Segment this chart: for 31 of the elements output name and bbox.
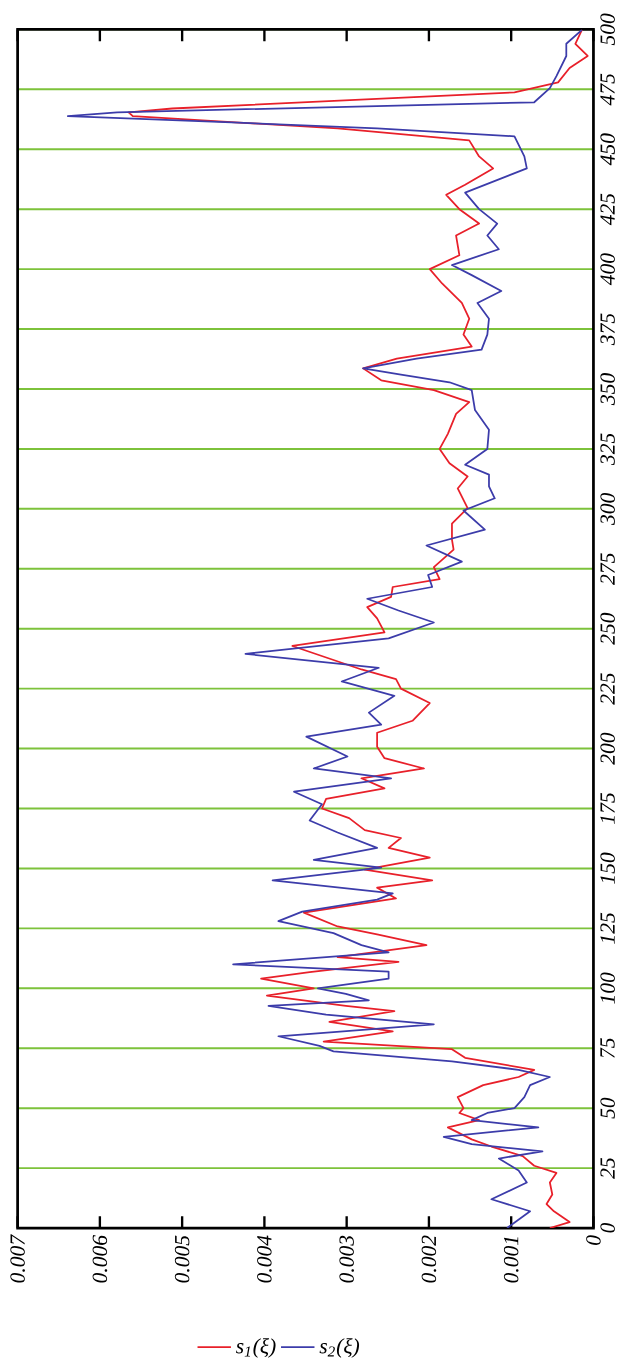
y-tick-label: 75	[600, 1038, 615, 1058]
y-tick-label: 325	[600, 433, 615, 466]
x-tick-label: 0.003	[339, 1235, 355, 1283]
legend-label: s$_{2}$(ξ)	[319, 1338, 360, 1358]
y-tick-label: 500	[600, 13, 616, 46]
y-tick-label: 400	[600, 253, 616, 286]
y-tick-label: 50	[600, 1097, 616, 1119]
x-tick-label: 0.007	[10, 1234, 26, 1283]
y-tick-label: 250	[600, 612, 616, 645]
y-tick-label: 200	[600, 732, 616, 765]
y-tick-label: 225	[600, 673, 615, 705]
y-tick-label: 475	[600, 73, 615, 106]
y-tick-label: 300	[600, 492, 616, 526]
y-tick-label: 350	[600, 373, 616, 406]
x-tick-label: 0.001	[504, 1237, 519, 1283]
x-tick-label: 0.005	[174, 1235, 190, 1283]
y-tick-label: 25	[600, 1157, 615, 1179]
y-tick-label: 0	[600, 1222, 616, 1233]
legend-label: s$_{1}$(ξ)	[236, 1338, 276, 1358]
y-tick-label: 450	[600, 133, 616, 166]
y-tick-label: 425	[600, 193, 615, 226]
x-tick-label: 0.004	[257, 1235, 272, 1283]
y-tick-label: 175	[600, 792, 615, 824]
y-tick-label: 375	[600, 313, 615, 346]
x-tick-label: 0	[586, 1235, 601, 1245]
x-tick-label: 0.006	[92, 1235, 108, 1283]
x-tick-label: 0.002	[421, 1235, 437, 1283]
y-tick-label: 100	[600, 972, 616, 1004]
y-tick-label: 275	[600, 553, 615, 585]
y-tick-label: 125	[600, 912, 615, 944]
y-tick-label: 150	[600, 852, 616, 884]
